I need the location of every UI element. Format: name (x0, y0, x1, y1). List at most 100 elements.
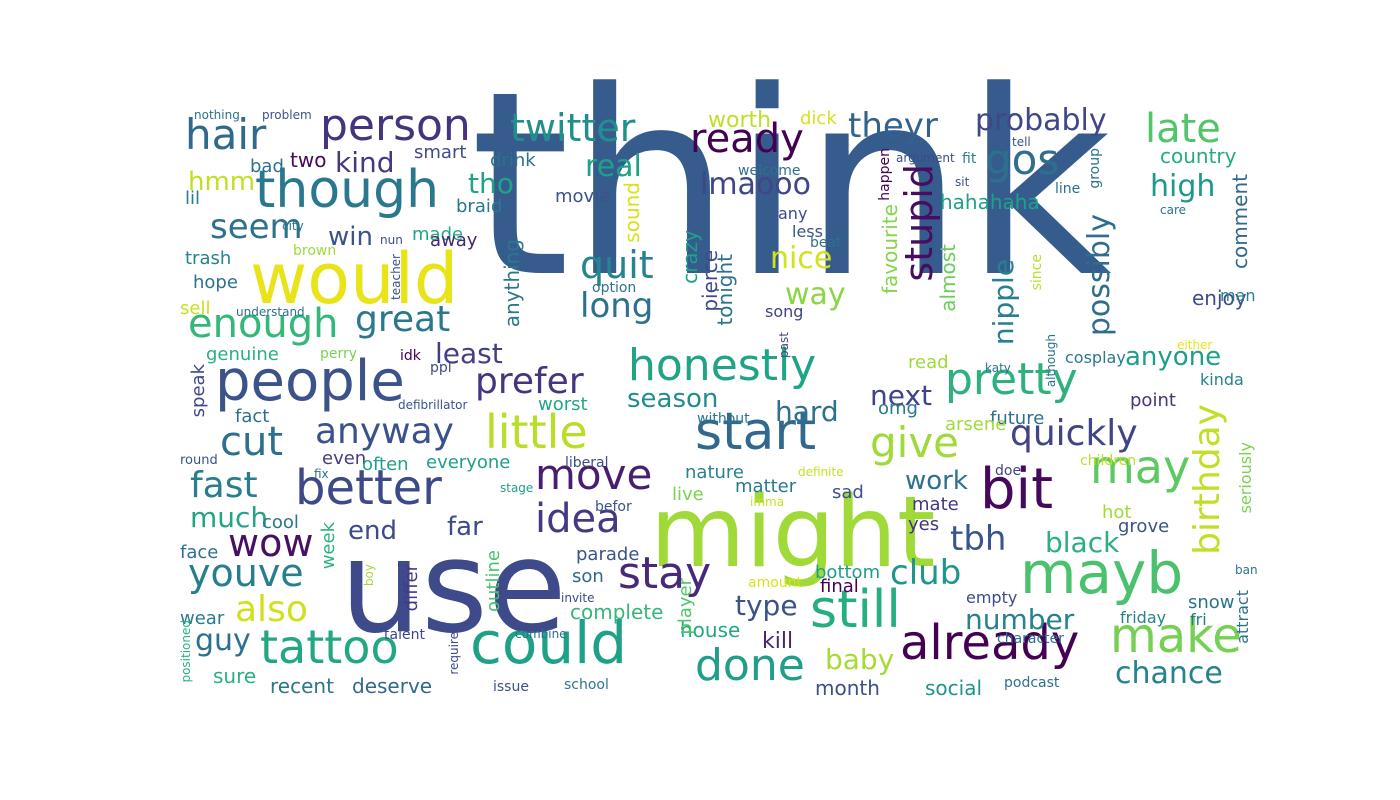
word-29: stupid (897, 164, 941, 282)
word-66: far (447, 512, 483, 542)
word-37: quickly (1010, 413, 1138, 454)
word-178: argument (896, 151, 955, 165)
word-10: better (295, 460, 442, 516)
word-144: read (908, 352, 949, 373)
word-101: away (430, 230, 478, 251)
word-79: recent (270, 674, 334, 698)
word-190: amount (748, 575, 803, 591)
word-95: drink (490, 150, 536, 171)
word-157: without (697, 411, 750, 427)
word-96: braid (456, 196, 503, 217)
word-99: two (290, 148, 327, 172)
word-78: complete (570, 600, 664, 624)
word-8: start (695, 402, 817, 462)
word-65: chance (1115, 656, 1223, 691)
word-148: any (778, 204, 808, 223)
word-87: hahahaha (940, 190, 1040, 214)
word-151: song (765, 302, 804, 321)
word-194: combine (515, 627, 567, 641)
word-136: seriously (1236, 442, 1255, 514)
word-36: anyway (315, 411, 454, 452)
word-140: man (1220, 286, 1256, 305)
word-98: smart (414, 142, 467, 163)
word-59: much (190, 501, 269, 534)
word-55: nice (770, 241, 833, 276)
word-46: tbh (950, 519, 1007, 559)
word-123: differ (401, 564, 422, 612)
word-84: country (1160, 144, 1237, 168)
word-63: number (965, 603, 1075, 636)
word-68: least (435, 337, 503, 370)
word-161: stage (500, 481, 534, 495)
word-51: nipple (987, 259, 1020, 346)
word-19: move (535, 450, 653, 499)
word-186: nun (380, 233, 403, 247)
word-33: prefer (475, 361, 584, 402)
word-40: great (355, 299, 451, 340)
word-26: enough (188, 301, 339, 347)
word-112: everyone (426, 452, 511, 473)
word-24: idea (535, 496, 621, 542)
word-88: almost (936, 244, 960, 312)
word-111: often (362, 454, 409, 475)
word-128: final (820, 576, 859, 597)
word-171: since (1029, 254, 1045, 291)
word-81: sure (213, 664, 257, 688)
word-197: podcast (1004, 675, 1060, 691)
word-117: mate (912, 494, 959, 515)
word-25: youve (188, 551, 304, 595)
word-3: would (250, 238, 459, 320)
word-164: definite (798, 465, 844, 479)
word-43: theyr (848, 106, 938, 146)
word-30: birthday (1187, 404, 1228, 555)
word-121: week (318, 522, 339, 570)
word-100: made (412, 224, 464, 245)
word-21: done (695, 640, 805, 691)
word-20: stay (618, 548, 712, 599)
word-61: type (735, 589, 798, 622)
word-70: next (870, 379, 933, 412)
word-107: genuine (206, 344, 279, 365)
word-39: cut (220, 419, 284, 465)
word-115: live (672, 484, 704, 505)
word-143: omg (878, 398, 918, 419)
word-132: friday (1120, 608, 1167, 627)
word-188: understand (236, 305, 305, 319)
word-105: hope (193, 272, 238, 293)
word-50: possibly (1082, 214, 1117, 337)
word-189: boy (362, 564, 376, 587)
word-182: nothing (194, 108, 240, 122)
word-181: group (1087, 148, 1103, 189)
word-133: fri (1190, 610, 1207, 629)
word-196: school (564, 677, 609, 693)
word-125: player (675, 578, 696, 635)
word-137: hot (1102, 502, 1132, 523)
word-179: fit (962, 151, 977, 167)
word-192: talent (384, 627, 425, 643)
word-41: fast (190, 465, 258, 506)
word-172: past (777, 332, 791, 358)
word-104: trash (185, 248, 232, 269)
word-150: beat (810, 235, 842, 251)
word-138: point (1130, 390, 1176, 411)
word-103: bad (250, 156, 284, 177)
word-199: positioned (179, 620, 193, 683)
word-47: seem (210, 207, 303, 247)
word-149: less (792, 222, 823, 241)
word-106: sell (180, 298, 211, 319)
word-147: dick (800, 108, 837, 129)
word-184: city (282, 219, 304, 233)
word-9: still (810, 580, 901, 640)
word-173: welcome (738, 163, 801, 179)
word-7: though (255, 160, 440, 220)
word-114: matter (735, 476, 797, 497)
word-102: lil (185, 188, 201, 209)
word-17: little (485, 405, 588, 459)
word-6: mayb (1020, 539, 1184, 607)
word-89: favourite (878, 204, 902, 294)
word-177: happen (877, 148, 893, 201)
word-53: guy (195, 623, 251, 658)
word-180: tell (1012, 135, 1031, 149)
word-154: perry (320, 346, 358, 362)
word-119: cool (262, 512, 299, 533)
